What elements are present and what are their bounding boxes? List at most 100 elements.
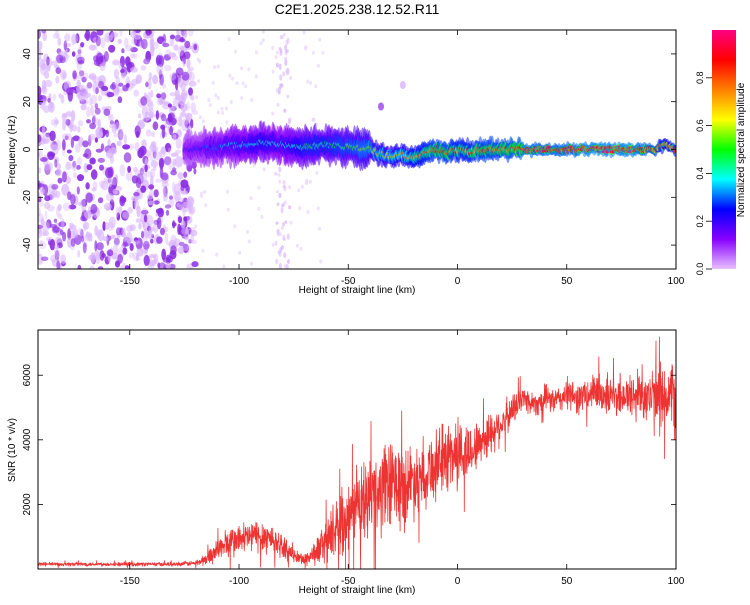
noise-blob <box>109 120 114 125</box>
noise-blob <box>47 205 55 212</box>
scatter-blob <box>208 103 212 108</box>
scatter-blob <box>262 167 266 172</box>
noise-blob <box>120 129 124 141</box>
noise-blob <box>135 177 142 189</box>
noise-blob <box>181 71 190 81</box>
noise-blob <box>141 38 148 50</box>
noise-blob <box>190 239 197 245</box>
y-tick-label: 6000 <box>22 364 33 387</box>
noise-blob <box>190 94 195 101</box>
noise-blob <box>169 125 174 136</box>
feature-blob <box>282 71 286 77</box>
scatter-blob <box>306 79 310 84</box>
noise-blob <box>173 183 181 196</box>
noise-blob <box>121 227 126 239</box>
feature-blob <box>276 102 280 107</box>
noise-blob <box>118 82 124 87</box>
noise-blob <box>97 266 104 269</box>
noise-blob <box>49 141 54 150</box>
noise-blob <box>181 190 189 195</box>
noise-blob <box>150 160 159 168</box>
noise-blob <box>148 111 154 120</box>
noise-blob <box>40 218 45 227</box>
noise-blob <box>140 209 149 215</box>
noise-blob <box>167 112 175 120</box>
noise-blob <box>38 253 44 265</box>
noise-blob <box>145 58 150 64</box>
noise-blob <box>105 129 110 138</box>
noise-blob <box>72 135 81 142</box>
noise-blob <box>168 52 177 58</box>
noise-blob <box>147 91 152 103</box>
noise-blob <box>164 204 172 209</box>
noise-blob <box>152 121 159 131</box>
noise-blob <box>186 58 191 69</box>
noise-blob <box>57 37 62 46</box>
scatter-blob <box>211 80 215 85</box>
noise-blob <box>92 181 98 190</box>
noise-blob <box>156 217 162 230</box>
noise-blob <box>175 156 183 168</box>
noise-blob <box>86 164 93 171</box>
noise-blob <box>179 112 186 119</box>
noise-blob <box>124 234 127 241</box>
noise-blob <box>43 201 51 210</box>
noise-blob <box>159 158 164 171</box>
noise-blob <box>180 179 189 188</box>
noise-blob <box>77 174 84 182</box>
noise-blob <box>134 125 141 137</box>
x-tick-label: 0 <box>455 576 461 587</box>
noise-blob <box>71 51 76 57</box>
noise-blob <box>137 121 145 128</box>
scatter-blob <box>281 34 285 39</box>
scatter-blob <box>197 79 201 84</box>
noise-blob <box>85 182 90 190</box>
noise-blob <box>177 172 184 180</box>
noise-blob <box>42 100 46 106</box>
colorbar-tick-label: 0.8 <box>695 72 705 85</box>
scatter-blob <box>274 55 278 60</box>
noise-blob <box>132 252 139 258</box>
noise-blob <box>62 202 71 212</box>
noise-blob <box>145 214 154 227</box>
noise-blob <box>134 142 140 152</box>
noise-blob <box>149 168 156 179</box>
noise-blob <box>109 153 114 164</box>
noise-blob <box>64 33 71 42</box>
noise-blob <box>161 83 167 89</box>
noise-blob <box>69 123 73 133</box>
noise-blob <box>126 231 133 244</box>
noise-blob <box>132 166 138 173</box>
noise-blob <box>149 143 156 153</box>
noise-blob <box>38 180 41 190</box>
noise-blob <box>180 220 186 229</box>
noise-blob <box>77 46 82 56</box>
noise-blob <box>62 139 66 151</box>
noise-blob <box>112 59 120 66</box>
noise-blob <box>108 175 113 188</box>
noise-blob <box>160 92 167 100</box>
noise-blob <box>80 104 87 111</box>
noise-blob <box>102 221 106 232</box>
noise-blob <box>143 214 148 223</box>
feature-blob <box>274 172 278 176</box>
noise-blob <box>108 216 116 229</box>
noise-blob <box>133 240 141 245</box>
scatter-blob <box>220 106 224 111</box>
scatter-blob <box>271 111 275 116</box>
x-tick-label: -50 <box>341 276 356 287</box>
noise-blob <box>147 77 152 90</box>
noise-blob <box>61 218 65 229</box>
noise-blob <box>88 133 96 141</box>
scatter-blob <box>297 188 301 193</box>
noise-blob <box>90 44 98 51</box>
noise-blob <box>56 54 64 64</box>
noise-blob <box>147 200 155 206</box>
scatter-blob <box>216 96 220 100</box>
noise-blob <box>70 238 76 247</box>
y-tick-label: 4000 <box>22 428 33 451</box>
noise-blob <box>110 178 117 186</box>
noise-blob <box>127 82 135 89</box>
noise-blob <box>123 37 129 48</box>
noise-blob <box>38 227 43 239</box>
